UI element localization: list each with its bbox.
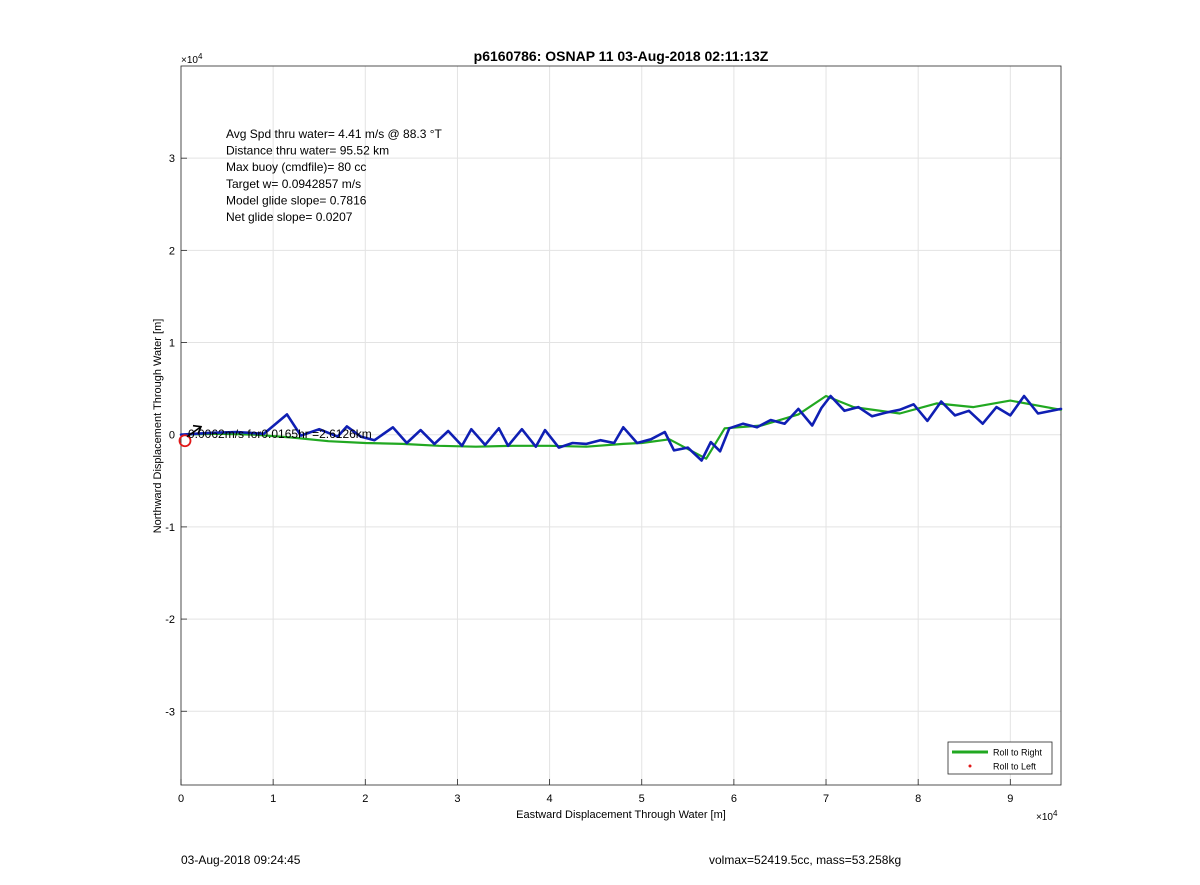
y-tick-label: 3	[169, 153, 175, 165]
x-multiplier-label: ×104	[1036, 809, 1058, 823]
y-axis-label: Northward Displacement Through Water [m]	[152, 319, 164, 534]
y-tick-label: 0	[169, 430, 175, 442]
x-tick-label: 6	[731, 793, 737, 805]
x-tick-label: 1	[270, 793, 276, 805]
annotation-line: Max buoy (cmdfile)= 80 cc	[226, 160, 366, 174]
current-arrow-head	[192, 424, 203, 435]
stats-annotations: Avg Spd thru water= 4.41 m/s @ 88.3 °T Di…	[226, 127, 443, 224]
chart-title: p6160786: OSNAP 11 03-Aug-2018 02:11:13Z	[474, 48, 769, 64]
legend: Roll to Right Roll to Left	[947, 741, 1053, 775]
x-tick-label: 2	[362, 793, 368, 805]
annotation-line: Distance thru water= 95.52 km	[226, 144, 389, 158]
annotation-line: Target w= 0.0942857 m/s	[226, 177, 361, 191]
y-tick-label: 1	[169, 338, 175, 350]
current-label: 0.0062m/s for0.0165hr =2.6126km	[188, 427, 372, 441]
x-tick-label: 5	[639, 793, 645, 805]
plot-frame	[180, 65, 1062, 786]
y-tick-label: -1	[165, 522, 175, 534]
y-tick-label: -3	[165, 706, 175, 718]
y-tick-label: 2	[169, 245, 175, 257]
series-layer	[178, 394, 1063, 462]
x-tick-label: 7	[823, 793, 829, 805]
legend-label: Roll to Right	[993, 748, 1043, 758]
x-tick-label: 4	[547, 793, 553, 805]
annotation-line: Net glide slope= 0.0207	[226, 210, 353, 224]
legend-box	[947, 741, 1053, 775]
current-arrow	[186, 426, 202, 438]
grid-lines	[180, 66, 1061, 785]
x-axis-ticks: 0 1 2 3 4 5 6 7 8 9 ×104	[178, 779, 1058, 823]
x-tick-label: 0	[178, 793, 184, 805]
x-tick-label: 8	[915, 793, 921, 805]
legend-label: Roll to Left	[993, 762, 1037, 772]
footer-mass-info: volmax=52419.5cc, mass=53.258kg	[709, 853, 902, 867]
y-multiplier-label: ×104	[181, 52, 203, 66]
plot-area	[181, 66, 1061, 785]
y-axis-ticks: -3 -2 -1 0 1 2 3 ×104	[165, 52, 203, 718]
x-tick-label: 3	[454, 793, 460, 805]
x-tick-label: 9	[1007, 793, 1013, 805]
x-axis-label: Eastward Displacement Through Water [m]	[516, 809, 726, 821]
start-marker	[178, 434, 192, 448]
series-line-glider-track	[179, 394, 1063, 462]
legend-swatch-roll-to-left	[968, 764, 972, 768]
annotation-line: Avg Spd thru water= 4.41 m/s @ 88.3 °T	[226, 127, 443, 141]
footer-timestamp: 03-Aug-2018 09:24:45	[181, 853, 301, 867]
y-tick-label: -2	[165, 614, 175, 626]
annotation-line: Model glide slope= 0.7816	[226, 193, 367, 207]
